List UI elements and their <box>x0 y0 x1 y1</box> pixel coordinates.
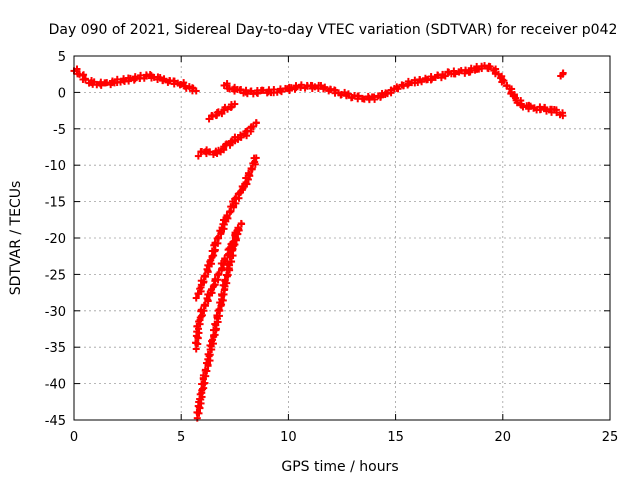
y-tick-label: -45 <box>45 414 66 429</box>
x-axis-label: GPS time / hours <box>281 459 398 475</box>
x-tick-label: 10 <box>280 430 297 445</box>
y-tick-label: -25 <box>45 268 66 283</box>
chart-title: Day 090 of 2021, Sidereal Day-to-day VTE… <box>49 22 618 38</box>
series-steep-arc-1 <box>192 154 260 302</box>
series-outlier <box>557 69 567 80</box>
data-points <box>70 62 567 422</box>
y-tick-label: -5 <box>53 123 66 138</box>
series-baseline-early <box>70 65 200 95</box>
series-upper-arc <box>205 100 239 123</box>
y-tick-label: -15 <box>45 196 66 211</box>
y-tick-label: -30 <box>45 305 66 320</box>
series-steep-arc-3 <box>193 227 242 422</box>
x-tick-label: 0 <box>70 430 78 445</box>
y-tick-label: -40 <box>45 378 66 393</box>
y-tick-label: -20 <box>45 232 66 247</box>
x-tick-label: 25 <box>602 430 619 445</box>
y-tick-label: -10 <box>45 159 66 174</box>
x-tick-label: 20 <box>495 430 512 445</box>
x-tick-label: 5 <box>177 430 185 445</box>
y-tick-label: 0 <box>58 86 66 101</box>
series-mid-arc <box>194 119 260 160</box>
x-tick-label: 15 <box>387 430 404 445</box>
y-tick-label: 5 <box>58 50 66 65</box>
grid <box>74 56 610 420</box>
series-baseline-late <box>220 62 567 120</box>
y-axis-label: SDTVAR / TECUs <box>8 181 24 296</box>
y-tick-label: -35 <box>45 341 66 356</box>
axis-ticks: 0 5 10 15 20 25 5 0 -5 -10 -15 -20 -25 -30 -35 -40 -45 <box>45 50 619 445</box>
